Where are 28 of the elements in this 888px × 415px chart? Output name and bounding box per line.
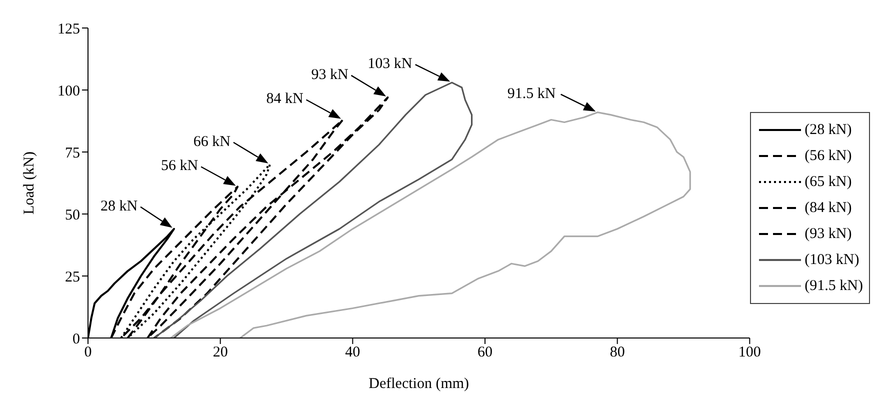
x-tick-label: 60: [478, 344, 493, 361]
legend-label: (65 kN): [804, 174, 852, 190]
annotation: 103 kN: [368, 56, 412, 72]
x-tick-label: 0: [84, 344, 92, 361]
y-tick-label: 50: [65, 207, 80, 224]
y-tick-label: 100: [58, 83, 80, 100]
annotation: 84 kN: [266, 91, 304, 108]
x-tick-label: 100: [738, 344, 761, 361]
y-tick-label: 0: [72, 331, 80, 348]
legend-label: (91.5 kN): [804, 278, 863, 294]
y-axis-title: Load (kN): [21, 152, 38, 214]
legend-label: (103 kN): [804, 252, 860, 268]
x-tick-label: 80: [610, 344, 625, 361]
x-tick-label: 40: [345, 344, 360, 361]
x-tick-label: 20: [212, 344, 228, 361]
y-tick-label: 75: [65, 145, 80, 162]
annotation: 28 kN: [100, 198, 138, 214]
y-tick-label: 25: [65, 269, 80, 286]
x-axis-title: Deflection (mm): [368, 376, 470, 392]
annotation: 93 kN: [311, 66, 348, 83]
annotation: 66 kN: [193, 134, 231, 150]
legend-label: (56 kN): [804, 148, 852, 164]
annotation: 56 kN: [160, 158, 198, 174]
legend-label: (28 kN): [804, 122, 852, 138]
y-tick-label: 125: [58, 21, 80, 38]
annotation: 91.5 kN: [507, 86, 556, 102]
legend-label: (93 kN): [804, 226, 852, 242]
legend-label: (84 kN): [804, 200, 852, 216]
